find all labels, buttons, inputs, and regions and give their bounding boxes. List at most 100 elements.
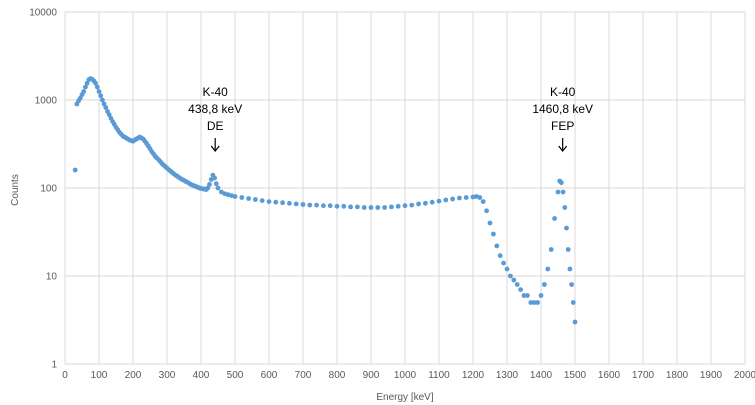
data-point — [382, 205, 387, 210]
data-point — [273, 199, 279, 205]
y-tick-label: 1000 — [35, 96, 58, 107]
data-point — [348, 204, 353, 210]
y-tick-label: 1 — [51, 360, 57, 371]
data-point — [266, 199, 272, 205]
x-tick-label: 0 — [62, 370, 68, 381]
data-point — [567, 266, 573, 272]
data-point — [207, 182, 212, 187]
data-point — [402, 203, 408, 209]
x-tick-label: 1500 — [564, 370, 587, 381]
x-tick-label: 500 — [227, 370, 244, 381]
x-tick-label: 1100 — [428, 370, 450, 381]
annotation-text: DE — [207, 119, 224, 133]
data-point — [487, 220, 493, 226]
data-point — [494, 243, 500, 249]
x-tick-label: 900 — [363, 370, 380, 381]
x-axis-label: Energy [keV] — [376, 392, 433, 403]
y-tick-label: 10 — [46, 272, 58, 283]
data-point — [375, 205, 381, 210]
data-point — [212, 175, 218, 181]
data-point — [106, 112, 112, 118]
annotation-arrowhead — [210, 145, 220, 152]
annotation-text: K-40 — [203, 85, 229, 99]
grid-layer — [64, 11, 746, 365]
x-tick-label: 1600 — [598, 370, 621, 381]
data-point — [531, 300, 537, 305]
data-point — [94, 84, 100, 90]
data-point — [72, 167, 78, 173]
data-point — [542, 282, 547, 287]
data-point — [395, 203, 401, 209]
annotation-text: K-40 — [550, 85, 576, 99]
data-point — [545, 266, 551, 272]
data-point — [98, 93, 104, 99]
data-point — [501, 260, 506, 266]
data-point — [508, 273, 513, 279]
data-point — [314, 202, 319, 208]
data-point — [480, 199, 486, 205]
x-tick-label: 2000 — [734, 370, 755, 381]
x-tick-label: 1400 — [530, 370, 553, 381]
data-point — [355, 204, 360, 210]
x-tick-label: 1000 — [394, 370, 417, 381]
data-point — [246, 196, 252, 201]
data-point — [300, 202, 306, 207]
data-point — [535, 300, 540, 305]
data-point — [477, 195, 483, 200]
data-point — [514, 282, 520, 287]
x-tick-label: 1200 — [462, 370, 485, 381]
x-tick-label: 700 — [295, 370, 312, 381]
data-point — [555, 189, 561, 195]
data-point — [436, 198, 442, 204]
data-point — [334, 203, 340, 209]
data-point — [205, 185, 211, 191]
x-tick-label: 600 — [261, 370, 278, 381]
data-point — [521, 293, 527, 298]
data-point — [443, 197, 449, 203]
data-point — [341, 203, 347, 209]
data-points — [72, 76, 578, 325]
x-tick-label: 800 — [329, 370, 346, 381]
data-point — [463, 195, 469, 200]
data-point — [307, 202, 313, 208]
x-tick-label: 100 — [91, 370, 108, 381]
data-point — [253, 197, 258, 202]
data-point — [559, 180, 564, 186]
y-tick-labels: 1 10 100 1000 10000 — [29, 8, 57, 371]
data-point — [484, 208, 489, 214]
data-point — [239, 195, 245, 200]
data-point — [525, 293, 530, 298]
y-axis-label: Counts — [10, 174, 21, 206]
data-point — [259, 198, 265, 204]
data-point — [564, 225, 569, 231]
data-point — [84, 80, 90, 86]
x-tick-label: 1700 — [632, 370, 655, 381]
annotation-arrowhead — [558, 145, 568, 152]
data-point — [409, 202, 415, 208]
data-point — [103, 105, 109, 110]
data-point — [569, 282, 574, 287]
x-tick-label: 200 — [125, 370, 142, 381]
data-point — [232, 194, 238, 199]
y-tick-label: 100 — [40, 184, 57, 195]
data-point — [538, 293, 544, 298]
data-point — [293, 201, 299, 207]
data-point — [280, 200, 285, 206]
data-point — [361, 205, 367, 210]
x-tick-label: 1800 — [666, 370, 689, 381]
data-point — [321, 203, 326, 209]
data-point — [416, 201, 421, 207]
data-point — [423, 200, 428, 206]
data-point — [93, 80, 98, 86]
x-tick-label: 400 — [193, 370, 210, 381]
data-point — [368, 205, 374, 210]
data-point — [548, 247, 554, 252]
data-point — [572, 319, 578, 325]
annotation-text: 438,8 keV — [188, 102, 242, 116]
annotations: K-40 438,8 keV DE K-40 1460,8 keV FEP — [188, 85, 593, 152]
data-point — [213, 181, 219, 187]
data-point — [96, 89, 102, 94]
x-tick-labels: 0 100 200 300 400 500 600 700 800 900 1000 1100 1200… — [62, 370, 755, 381]
data-point — [570, 300, 576, 305]
